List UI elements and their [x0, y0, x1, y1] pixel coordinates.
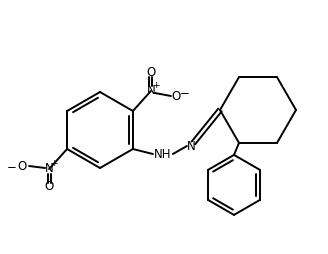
Text: +: + [50, 160, 58, 168]
Text: NH: NH [154, 148, 172, 161]
Text: O: O [17, 160, 27, 172]
Text: O: O [146, 67, 155, 80]
Text: O: O [45, 181, 54, 194]
Text: +: + [152, 82, 160, 90]
Text: N: N [187, 139, 195, 152]
Text: N: N [147, 85, 155, 98]
Text: −: − [7, 162, 17, 174]
Text: N: N [45, 163, 53, 176]
Text: −: − [180, 87, 190, 101]
Text: O: O [171, 89, 180, 103]
